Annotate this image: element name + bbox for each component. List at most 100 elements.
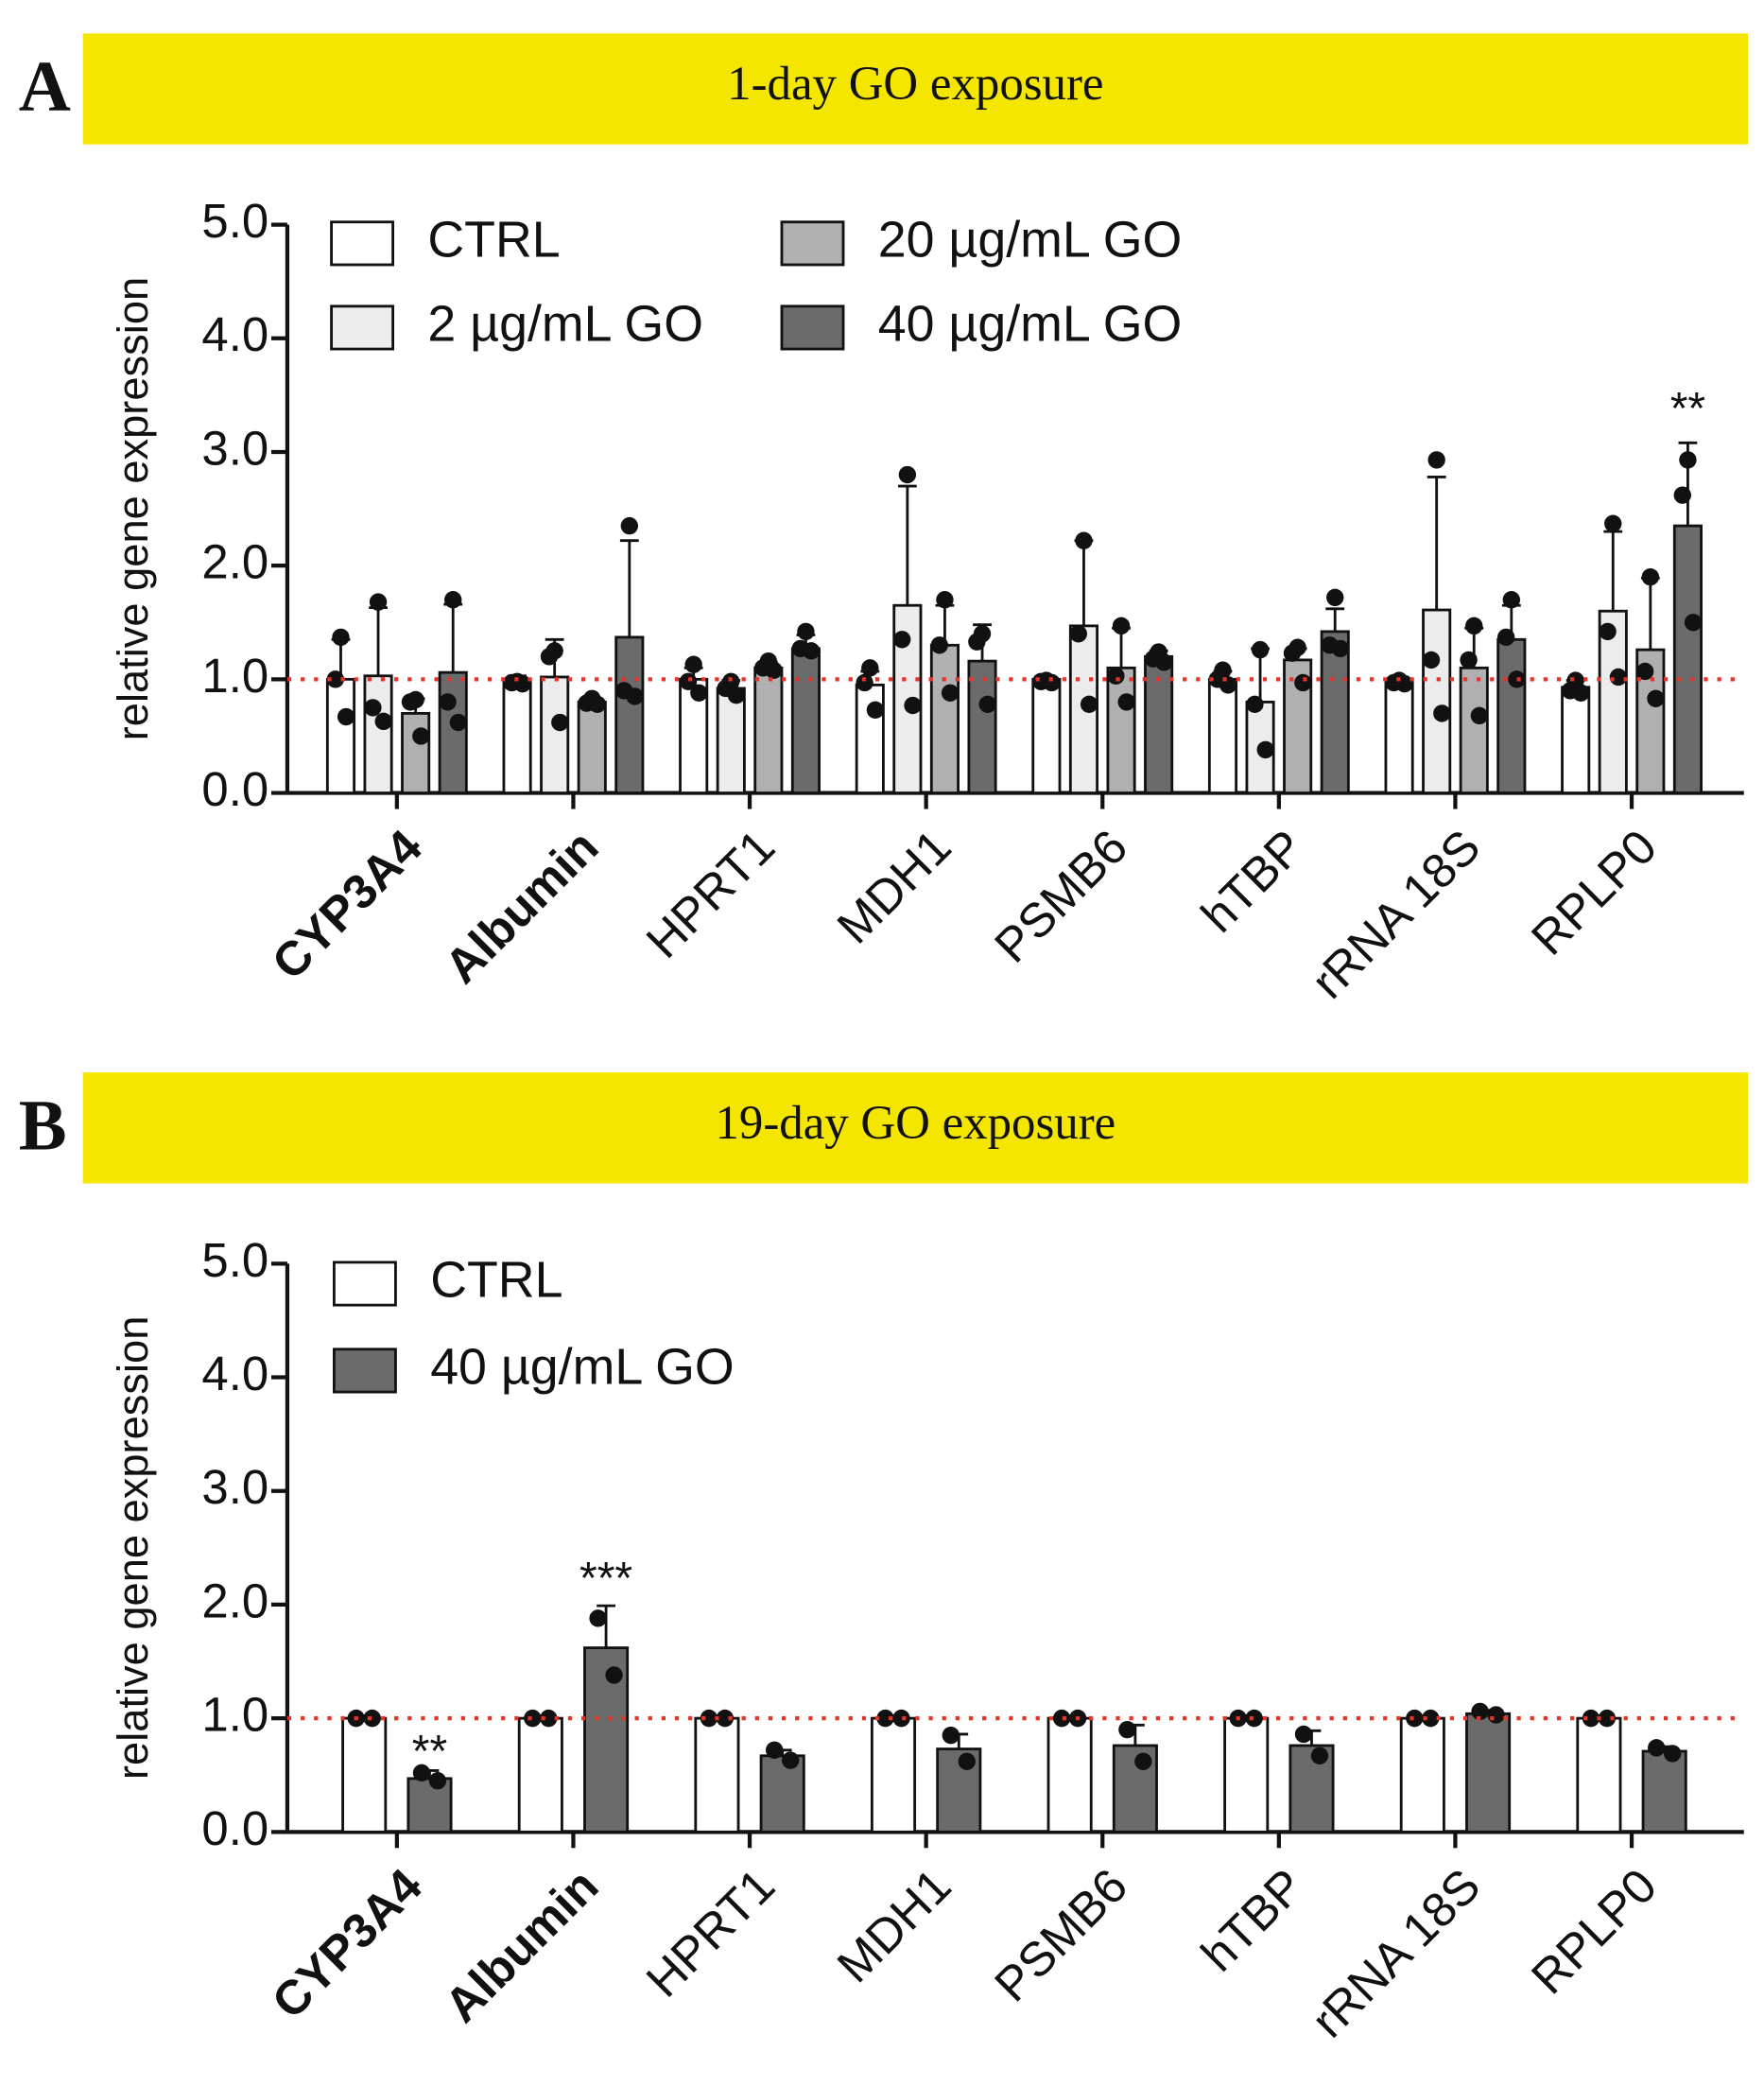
data-point	[605, 1666, 623, 1684]
data-point	[1502, 591, 1521, 609]
data-point	[942, 1726, 960, 1745]
legend-swatch	[330, 220, 395, 267]
data-point	[1599, 622, 1617, 641]
panel-label: A	[19, 45, 71, 126]
bar	[1459, 666, 1489, 794]
bar	[1031, 677, 1062, 794]
bar	[517, 1716, 563, 1834]
data-point	[1460, 651, 1478, 669]
data-point	[1331, 639, 1350, 658]
bar	[583, 1646, 630, 1834]
x-tick-label: PSMB6	[984, 1858, 1137, 2011]
x-tick-label: MDH1	[827, 819, 961, 953]
data-point	[1684, 614, 1703, 632]
bar	[1384, 677, 1414, 794]
data-point	[1080, 695, 1098, 713]
bar	[855, 683, 885, 794]
data-point	[337, 707, 355, 726]
y-axis-label: relative gene expression	[109, 277, 157, 740]
data-point	[866, 701, 885, 720]
y-axis-label: relative gene expression	[109, 1316, 157, 1780]
data-point	[765, 661, 783, 679]
x-tick-label: Albumin	[434, 819, 608, 993]
bar	[1046, 1716, 1093, 1834]
data-point	[781, 1751, 800, 1769]
bar	[1207, 677, 1238, 794]
data-point	[1294, 673, 1312, 692]
bar	[502, 677, 532, 794]
bar	[1144, 654, 1174, 794]
bar	[870, 1716, 917, 1834]
data-point	[978, 695, 996, 713]
data-point	[797, 622, 815, 641]
data-point	[626, 687, 644, 705]
data-point	[716, 1709, 735, 1728]
bar	[614, 635, 645, 794]
legend-swatch	[780, 304, 845, 351]
data-point	[1487, 1706, 1505, 1724]
bar	[716, 687, 746, 794]
header-title: 19-day GO exposure	[715, 1097, 1115, 1150]
data-point	[1310, 1747, 1329, 1764]
data-point	[1134, 1752, 1152, 1770]
data-point	[412, 727, 430, 745]
data-point	[444, 591, 462, 609]
data-point	[1069, 625, 1087, 643]
data-point	[1075, 531, 1093, 549]
significance: **	[1670, 384, 1705, 435]
data-point	[1326, 588, 1344, 607]
y-tick-label: 5.0	[201, 194, 268, 248]
data-point	[1647, 689, 1665, 707]
legend-label: 40 µg/mL GO	[878, 296, 1183, 353]
significance: **	[412, 1726, 447, 1777]
bar	[577, 700, 607, 794]
data-point	[1422, 651, 1441, 669]
bar	[929, 643, 960, 794]
x-tick-label: hTBP	[1191, 819, 1314, 942]
legend-label: 2 µg/mL GO	[427, 296, 703, 353]
data-point	[958, 1752, 976, 1770]
data-point	[1283, 644, 1302, 662]
data-point	[1118, 1720, 1136, 1739]
x-tick-label: CYP3A4	[262, 1858, 433, 2029]
header-title: 1-day GO exposure	[727, 58, 1103, 111]
data-point	[332, 628, 350, 647]
legend-swatch	[330, 304, 395, 351]
data-point	[1052, 1709, 1071, 1728]
data-point	[1112, 617, 1131, 635]
data-point	[620, 516, 639, 535]
data-point	[1598, 1709, 1617, 1728]
data-point	[1582, 1709, 1600, 1728]
data-point	[1406, 1709, 1424, 1728]
data-point	[1572, 684, 1590, 702]
data-point	[1496, 628, 1515, 647]
data-point	[401, 693, 420, 711]
bar	[1576, 1716, 1622, 1834]
y-tick-label: 3.0	[201, 1460, 268, 1514]
data-point	[684, 655, 702, 673]
bar	[540, 675, 570, 794]
data-point	[968, 633, 986, 651]
data-point	[1251, 640, 1270, 659]
bar	[325, 677, 356, 794]
data-point	[930, 636, 948, 654]
data-point	[369, 593, 388, 611]
header-band	[82, 33, 1749, 145]
data-point	[449, 713, 468, 732]
bar	[406, 1777, 453, 1834]
bar	[694, 1716, 740, 1834]
data-point	[326, 670, 345, 688]
legend-swatch	[332, 1347, 397, 1394]
x-tick-label: RPLP0	[1521, 819, 1667, 965]
data-point	[941, 684, 960, 702]
data-point	[1422, 1709, 1440, 1728]
data-point	[700, 1709, 718, 1728]
x-tick-label: HPRT1	[636, 819, 786, 968]
bar	[1399, 1716, 1445, 1834]
data-point	[439, 693, 457, 711]
bar	[1465, 1712, 1512, 1834]
data-point	[1679, 451, 1697, 469]
y-tick-label: 5.0	[201, 1233, 268, 1287]
data-point	[727, 687, 746, 704]
